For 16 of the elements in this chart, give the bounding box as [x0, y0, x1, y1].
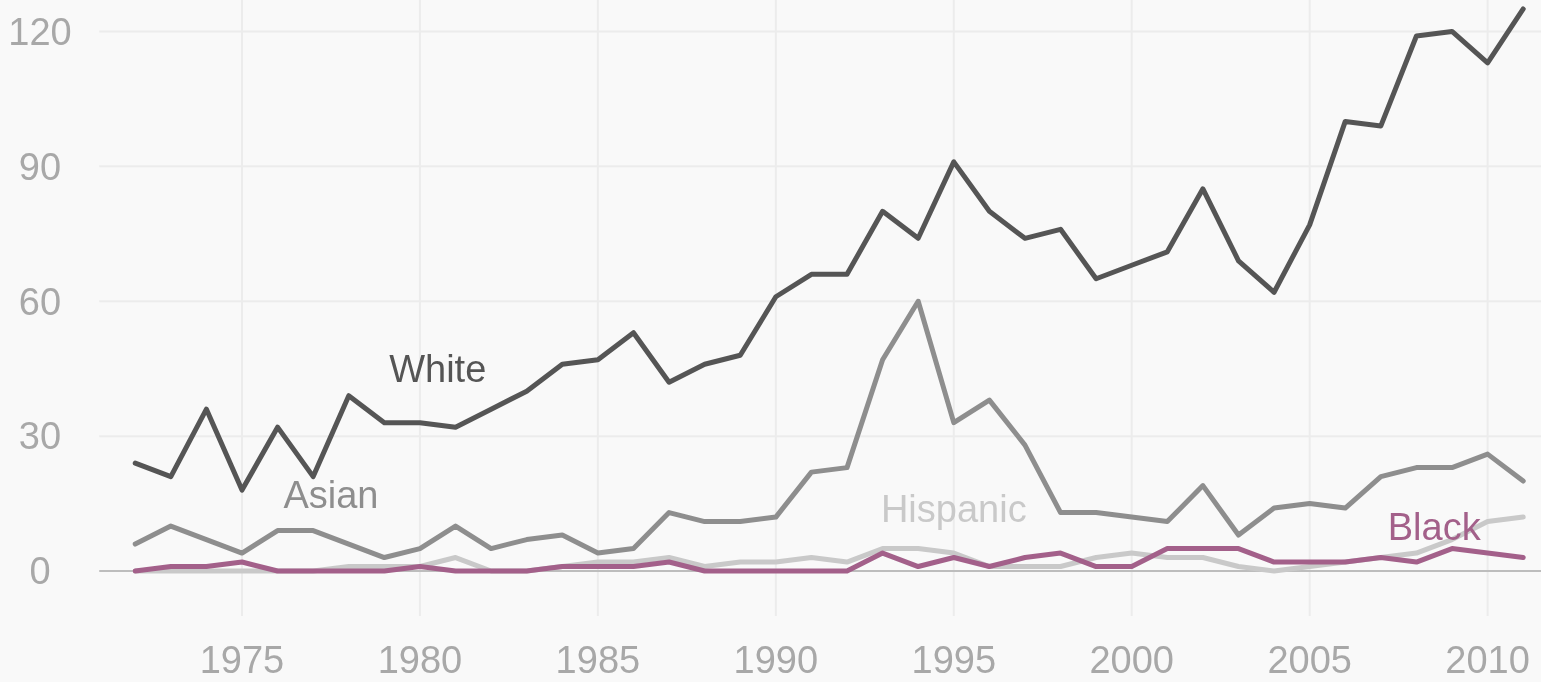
y-tick-label: 120: [8, 10, 72, 53]
x-tick-label: 2000: [1089, 639, 1174, 682]
series-label: Asian: [283, 474, 379, 517]
series-label: Black: [1387, 505, 1482, 548]
x-tick-label: 2010: [1445, 639, 1530, 682]
y-tick-label: 0: [29, 550, 51, 593]
x-tick-label: 1985: [555, 639, 641, 682]
x-tick-label: 1980: [377, 639, 463, 682]
y-tick-label: 90: [18, 145, 62, 188]
series-label: White: [389, 348, 487, 391]
x-tick-label: 2005: [1267, 639, 1352, 682]
y-tick-label: 60: [18, 280, 62, 323]
y-tick-label: 30: [18, 415, 62, 458]
x-tick-label: 1975: [199, 639, 285, 682]
x-tick-label: 1990: [733, 639, 819, 682]
x-tick-label: 1995: [911, 639, 997, 682]
